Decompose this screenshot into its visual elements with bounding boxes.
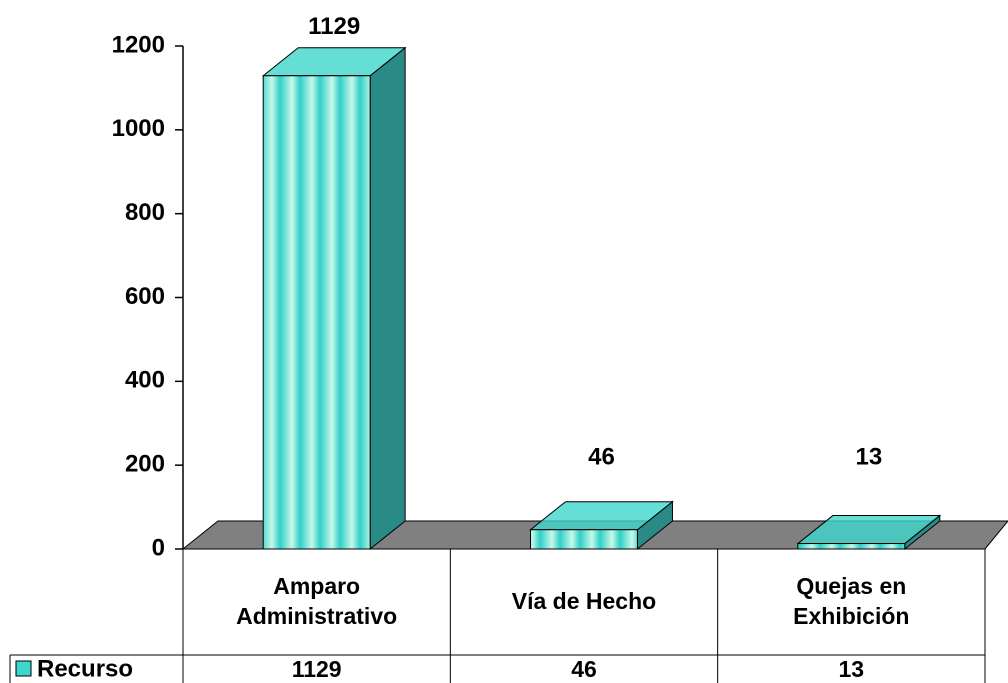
category-label: Vía de Hecho: [511, 588, 657, 615]
bar-side: [369, 46, 406, 551]
legend-key: [15, 660, 32, 677]
legend-label: Recurso: [37, 655, 133, 682]
data-label: 1129: [308, 13, 360, 40]
y-tick-label: 1000: [112, 115, 165, 142]
y-tick-label: 200: [125, 451, 165, 478]
y-tick-label: 800: [125, 199, 165, 226]
bar-front: [530, 529, 638, 550]
y-tick-label: 600: [125, 283, 165, 310]
bar: [796, 514, 942, 551]
bar: [261, 46, 407, 551]
table-value: 46: [571, 656, 597, 683]
table-value: 13: [838, 656, 865, 683]
data-label: 13: [855, 443, 882, 470]
data-label: 46: [588, 443, 615, 470]
bar-front: [262, 75, 371, 550]
bar: [529, 500, 674, 551]
table-value: 1129: [291, 656, 342, 683]
category-label: Quejas en Exhibición: [793, 573, 910, 629]
y-tick-label: 400: [125, 367, 165, 394]
y-tick-label: 0: [152, 534, 165, 561]
y-tick-label: 1200: [112, 31, 165, 58]
category-label: Amparo Administrativo: [236, 573, 398, 629]
